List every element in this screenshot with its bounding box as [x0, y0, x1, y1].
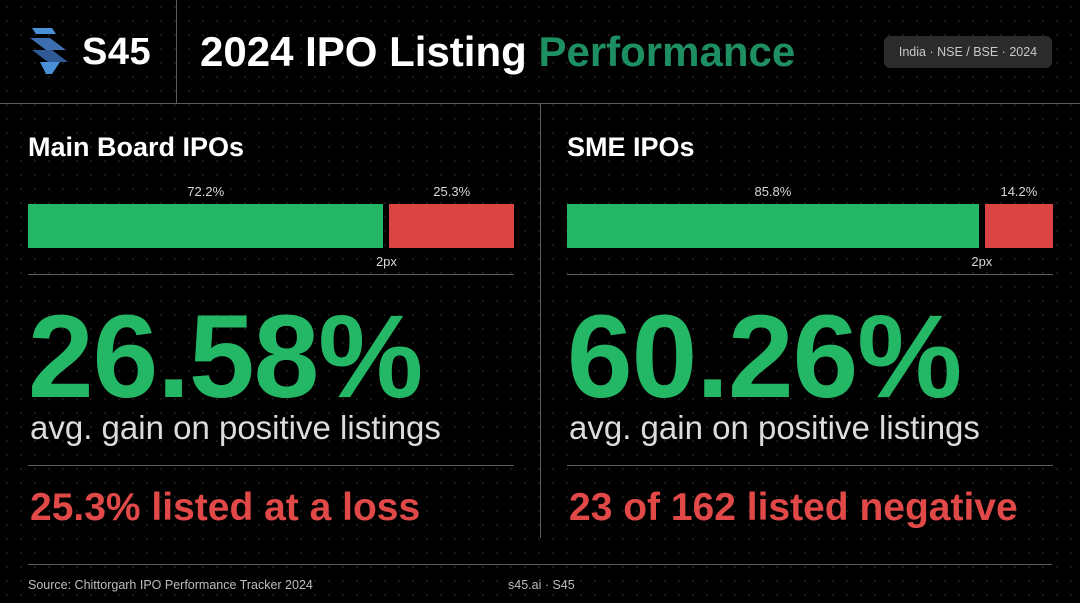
- footer-divider: [28, 564, 1052, 565]
- source-note: Source: Chittorgarh IPO Performance Trac…: [28, 578, 313, 592]
- big-stat: 26.58%: [28, 291, 423, 423]
- positive-bar: [567, 204, 979, 248]
- negative-bar: [984, 204, 1053, 248]
- divider-bottom: [567, 465, 1053, 466]
- positive-bar: [28, 204, 384, 248]
- panel-divider: [540, 104, 541, 538]
- negative-bar-label: 25.3%: [433, 184, 471, 199]
- loss-stat: 25.3% listed at a loss: [30, 486, 421, 529]
- main-board-panel: Main Board IPOs 72.2% 25.3% 2px 26.58% a…: [28, 104, 528, 538]
- region-badge: India · NSE / BSE · 2024: [884, 36, 1052, 68]
- header-divider: [176, 0, 177, 104]
- page-title: 2024 IPO Listing Performance: [200, 28, 795, 76]
- divider-top: [567, 274, 1053, 275]
- negative-bar: [389, 204, 514, 248]
- panel-title: SME IPOs: [567, 132, 695, 162]
- positive-bar-label: 85.8%: [754, 184, 792, 199]
- sme-panel: SME IPOs 85.8% 14.2% 2px 60.26% avg. gai…: [567, 104, 1067, 538]
- loss-stat: 23 of 162 listed negative: [569, 486, 1018, 529]
- brand-name: S45: [82, 31, 152, 73]
- gap-label: 2px: [971, 254, 993, 269]
- title-main: 2024 IPO Listing: [200, 28, 539, 75]
- header: S45 2024 IPO Listing Performance India ·…: [0, 0, 1080, 104]
- gap-label: 2px: [375, 254, 397, 269]
- title-accent: Performance: [538, 28, 796, 75]
- logo-icon: [30, 28, 68, 74]
- divider-bottom: [28, 465, 514, 466]
- big-stat-caption: avg. gain on positive listings: [30, 409, 441, 446]
- negative-bar-label: 14.2%: [1000, 184, 1038, 199]
- big-stat: 60.26%: [567, 291, 962, 423]
- positive-bar-label: 72.2%: [187, 184, 225, 199]
- panel-title: Main Board IPOs: [28, 132, 245, 162]
- footer-credit: s45.ai · S45: [508, 578, 575, 592]
- big-stat-caption: avg. gain on positive listings: [569, 409, 980, 446]
- divider-top: [28, 274, 514, 275]
